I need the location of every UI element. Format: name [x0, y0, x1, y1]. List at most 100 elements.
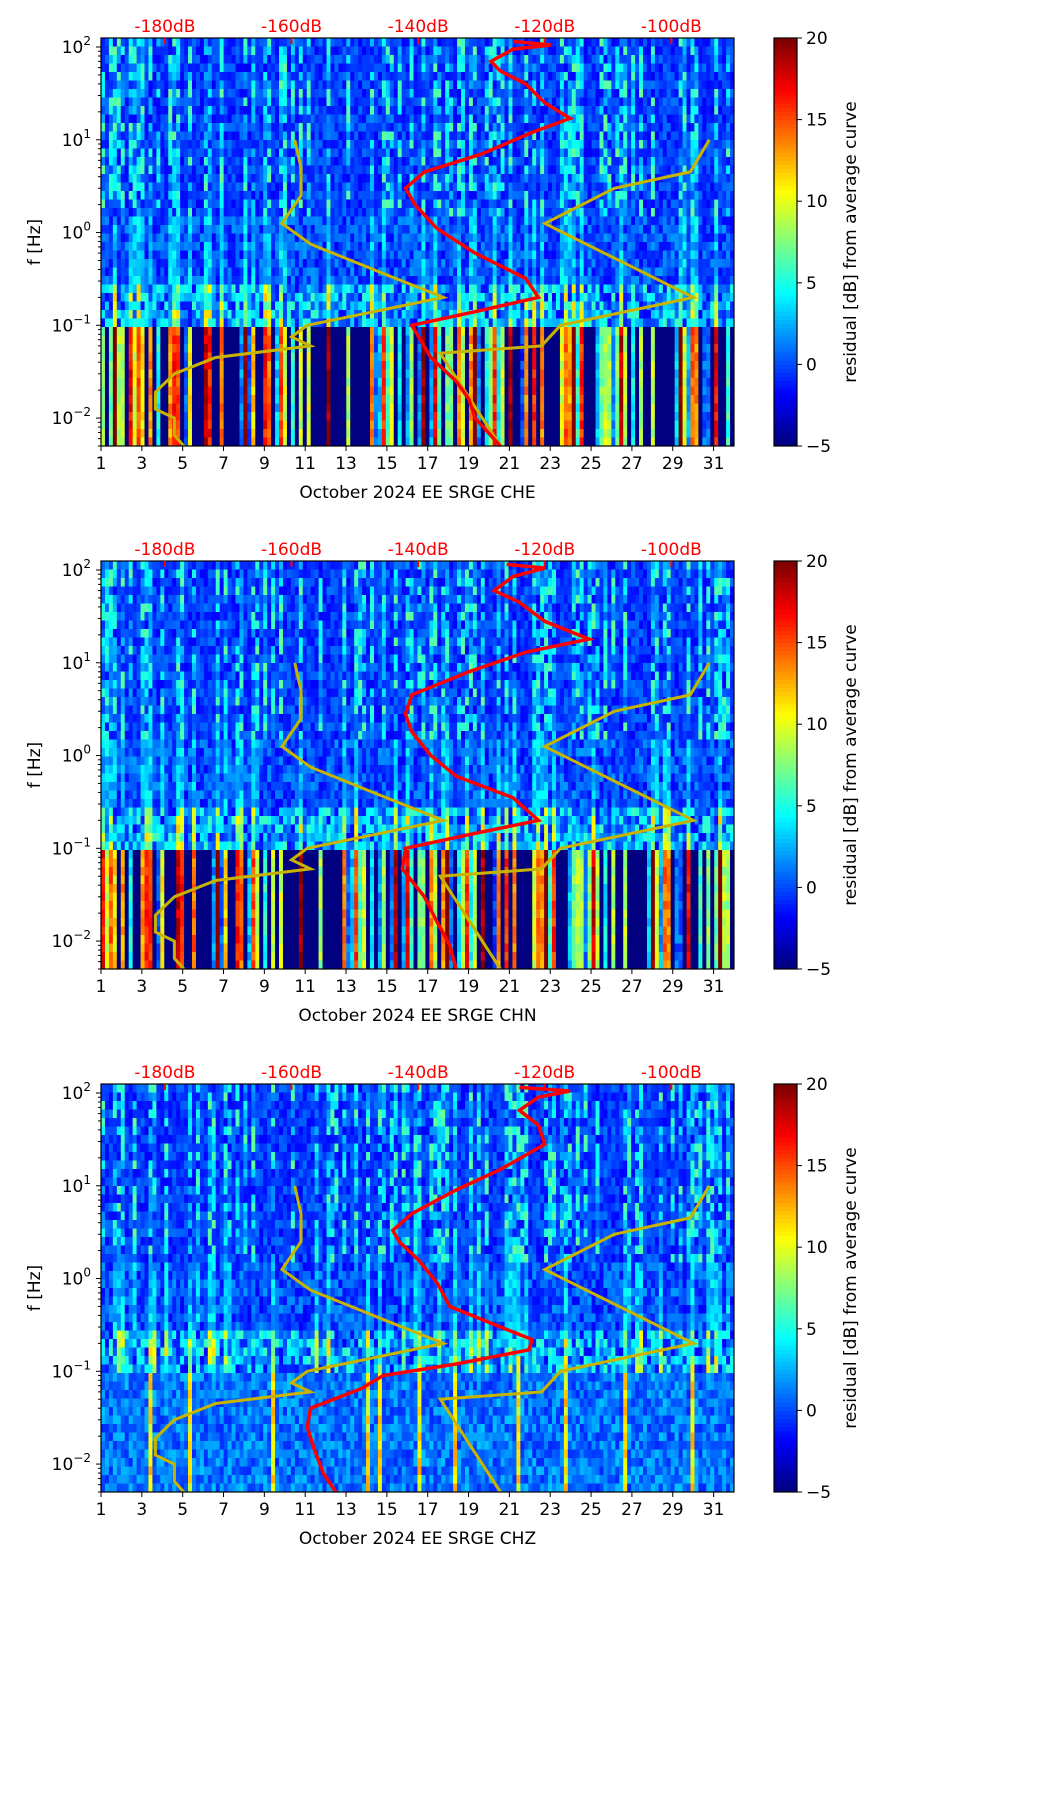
x-tick-label: 25 — [580, 1500, 602, 1520]
x-tick-label: 7 — [218, 454, 229, 474]
colorbar-tick-label: 15 — [806, 634, 828, 654]
x-tick-label: 7 — [218, 977, 229, 997]
x-tick-label: 17 — [417, 977, 439, 997]
x-tick-label: 5 — [177, 977, 188, 997]
colorbar-tick-label: −5 — [806, 437, 831, 457]
y-tick-label: 102 — [62, 1080, 91, 1104]
x-tick-label: 31 — [703, 977, 725, 997]
x-tick-label: 29 — [662, 977, 684, 997]
x-tick-label: 17 — [417, 1500, 439, 1520]
colorbar-tick-label: 0 — [806, 878, 817, 898]
y-tick-label: 102 — [62, 34, 91, 58]
db-tick-label: -100dB — [641, 17, 702, 37]
db-tick-label: -160dB — [261, 540, 322, 560]
x-tick-label: 11 — [294, 454, 316, 474]
x-tick-label: 23 — [539, 1500, 561, 1520]
x-tick-label: 31 — [703, 454, 725, 474]
x-tick-label: 21 — [499, 454, 521, 474]
colorbar-tick-label: 0 — [806, 355, 817, 375]
db-tick-label: -120dB — [514, 1063, 575, 1083]
x-tick-label: 9 — [259, 454, 270, 474]
db-tick-label: -100dB — [641, 1063, 702, 1083]
db-tick-label: -100dB — [641, 540, 702, 560]
colorbar-tick-label: 20 — [806, 1075, 828, 1095]
x-tick-label: 27 — [621, 454, 643, 474]
colorbar-tick-label: 10 — [806, 192, 828, 212]
x-tick-label: 5 — [177, 1500, 188, 1520]
x-tick-label: 9 — [259, 1500, 270, 1520]
y-axis-label: f [Hz] — [25, 219, 45, 265]
x-tick-label: 23 — [539, 454, 561, 474]
spectrogram-figure: -180dB -160dB -140dB -120dB -100dB1 3 5 7 9 11 13 1… — [0, 0, 1052, 1806]
spectrogram-heatmap — [101, 561, 734, 969]
x-tick-label: 29 — [662, 454, 684, 474]
x-tick-label: 21 — [499, 1500, 521, 1520]
x-tick-label: 7 — [218, 1500, 229, 1520]
colorbar-label: residual [dB] from average curve — [841, 101, 861, 382]
x-tick-label: 19 — [458, 454, 480, 474]
x-tick-label: 27 — [621, 1500, 643, 1520]
y-tick-label: 101 — [62, 1173, 91, 1197]
x-tick-label: 31 — [703, 1500, 725, 1520]
db-tick-label: -140dB — [388, 540, 449, 560]
x-tick-label: 19 — [458, 977, 480, 997]
x-tick-label: 15 — [376, 454, 398, 474]
colorbar-label: residual [dB] from average curve — [841, 624, 861, 905]
colorbar-tick-label: 10 — [806, 1238, 828, 1258]
y-tick-label: 101 — [62, 127, 91, 151]
x-tick-label: 19 — [458, 1500, 480, 1520]
colorbar-tick-label: 0 — [806, 1401, 817, 1421]
y-tick-label: 10−2 — [52, 928, 91, 952]
y-tick-label: 10−2 — [52, 1451, 91, 1475]
x-tick-label: 25 — [580, 454, 602, 474]
x-tick-label: 1 — [96, 1500, 107, 1520]
db-tick-label: -140dB — [388, 17, 449, 37]
db-tick-label: -120dB — [514, 17, 575, 37]
x-tick-label: 5 — [177, 454, 188, 474]
colorbar-tick-label: 15 — [806, 1157, 828, 1177]
db-tick-label: -180dB — [134, 1063, 195, 1083]
colorbar-tick-label: 5 — [806, 1320, 817, 1340]
x-tick-label: 15 — [376, 977, 398, 997]
x-tick-label: 9 — [259, 977, 270, 997]
colorbar-tick-label: 5 — [806, 274, 817, 294]
x-axis-label: October 2024 EE SRGE CHN — [298, 1006, 536, 1026]
x-tick-label: 21 — [499, 977, 521, 997]
spectrogram-heatmap — [101, 1084, 734, 1492]
db-tick-label: -140dB — [388, 1063, 449, 1083]
x-tick-label: 17 — [417, 454, 439, 474]
x-tick-label: 13 — [335, 977, 357, 997]
y-tick-label: 100 — [62, 220, 91, 244]
spectrogram-heatmap — [101, 38, 734, 446]
colorbar-tick-label: 10 — [806, 715, 828, 735]
db-tick-label: -180dB — [134, 17, 195, 37]
x-tick-label: 13 — [335, 1500, 357, 1520]
db-tick-label: -160dB — [261, 1063, 322, 1083]
colorbar-tick-label: −5 — [806, 960, 831, 980]
x-tick-label: 15 — [376, 1500, 398, 1520]
db-tick-label: -120dB — [514, 540, 575, 560]
db-tick-label: -180dB — [134, 540, 195, 560]
colorbar-tick-label: 20 — [806, 552, 828, 572]
x-tick-label: 29 — [662, 1500, 684, 1520]
x-tick-label: 1 — [96, 454, 107, 474]
x-tick-label: 11 — [294, 1500, 316, 1520]
y-tick-label: 10−2 — [52, 405, 91, 429]
x-axis-label: October 2024 EE SRGE CHZ — [299, 1529, 536, 1549]
y-tick-label: 10−1 — [52, 1358, 91, 1382]
colorbar-tick-label: 20 — [806, 29, 828, 49]
y-tick-label: 100 — [62, 743, 91, 767]
x-tick-label: 23 — [539, 977, 561, 997]
y-tick-label: 101 — [62, 650, 91, 674]
y-tick-label: 100 — [62, 1266, 91, 1290]
y-tick-label: 10−1 — [52, 312, 91, 336]
x-axis-label: October 2024 EE SRGE CHE — [299, 483, 535, 503]
x-tick-label: 11 — [294, 977, 316, 997]
colorbar-tick-label: −5 — [806, 1483, 831, 1503]
x-tick-label: 1 — [96, 977, 107, 997]
x-tick-label: 27 — [621, 977, 643, 997]
